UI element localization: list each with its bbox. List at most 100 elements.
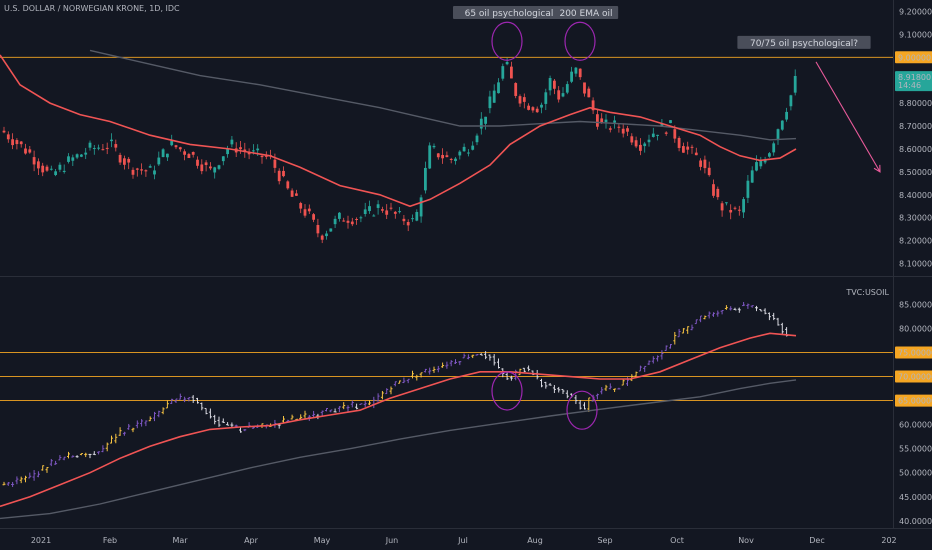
candle-body [2,130,6,133]
candle-body [699,160,702,167]
y-tick-label: 8.50000 [899,168,932,177]
candle-body [613,120,616,123]
x-tick-label: Feb [103,536,117,545]
candle-body [656,134,659,136]
candle-body [411,218,414,220]
candle-body [277,170,281,182]
candle-body [187,154,191,159]
candle-body [522,97,526,102]
candle-body [759,159,763,167]
x-tick-label: Apr [244,536,259,545]
candle-body [307,208,311,212]
last-price-label: 8.91800 [898,73,931,82]
y-tick-label: 8.10000 [899,260,932,269]
candle-body [118,154,122,163]
candle-body [385,210,389,215]
candle-body [355,218,358,220]
candle-body [746,180,750,198]
x-tick-label: Jun [385,536,399,545]
candle-body [312,214,315,220]
candle-body [531,107,535,111]
candle-body [84,152,88,155]
candle-body [561,93,565,97]
candle-body [471,145,475,150]
candle-body [737,209,741,211]
candle-body [230,139,234,145]
candle-body [41,165,45,173]
candle-body [333,218,337,225]
candle-body [436,153,440,158]
candle-body [127,158,131,163]
candle-body [608,128,612,130]
candle-body [363,209,367,215]
candle-body [393,211,397,214]
candle-body [484,116,487,124]
candle-body [458,151,462,156]
candle-body [32,157,36,165]
candle-body [290,190,294,197]
ema-50-line [0,332,797,508]
candle-body [428,145,432,169]
annotation-box [553,6,619,20]
y-tick-label: 40.00000 [899,517,932,526]
candle-body [92,148,96,150]
candle-body [785,111,788,120]
candle-body [166,153,169,158]
y-tick-label: 8.70000 [899,122,932,131]
candle-body [544,92,548,104]
candle-body [583,82,586,94]
candle-body [303,209,307,216]
candle-body [518,96,522,104]
candle-body [131,169,135,175]
candle-body [15,140,19,145]
highlight-circle [491,371,523,411]
pane-symbol-label: TVC:USOIL [845,288,889,297]
candle-body [789,95,793,107]
candle-body [501,66,505,79]
candle-body [647,139,651,143]
candle-body [243,149,247,152]
candle-body [110,139,113,142]
candle-body [183,151,186,155]
candle-body [342,220,346,222]
candle-body [510,66,513,79]
candle-body [553,80,556,89]
candle-body [639,144,642,151]
annotation-box [453,6,565,20]
candle-body [24,148,27,154]
level-badge [895,346,932,359]
candle-body [587,88,591,98]
candle-body [213,167,217,173]
candle-body [49,168,53,170]
candle-body [368,206,371,212]
candle-body [634,140,638,147]
ema-200-line [89,49,797,141]
down-arrow [815,61,881,173]
candle-body [763,159,767,163]
candle-body [467,152,470,154]
candle-body [707,167,711,176]
candle-body [462,146,466,152]
candle-body [157,157,161,165]
candle-body [733,207,737,209]
candle-body [694,152,698,156]
candle-body [239,147,242,150]
candle-body [449,158,453,160]
candle-body [419,197,423,217]
candle-body [123,158,126,165]
x-tick-label: Jul [457,536,468,545]
candle-body [768,153,771,157]
highlight-circle [564,21,596,61]
candle-body [170,140,174,146]
y-tick-label: 8.80000 [899,99,932,108]
candle-body [282,170,285,177]
candle-body [630,136,634,143]
candle-body [295,193,298,196]
candle-body [325,233,328,237]
candle-body [479,118,483,129]
candle-body [750,170,754,183]
annotation-box [737,35,871,49]
candle-body [37,161,40,169]
x-tick-label: Mar [172,536,188,545]
